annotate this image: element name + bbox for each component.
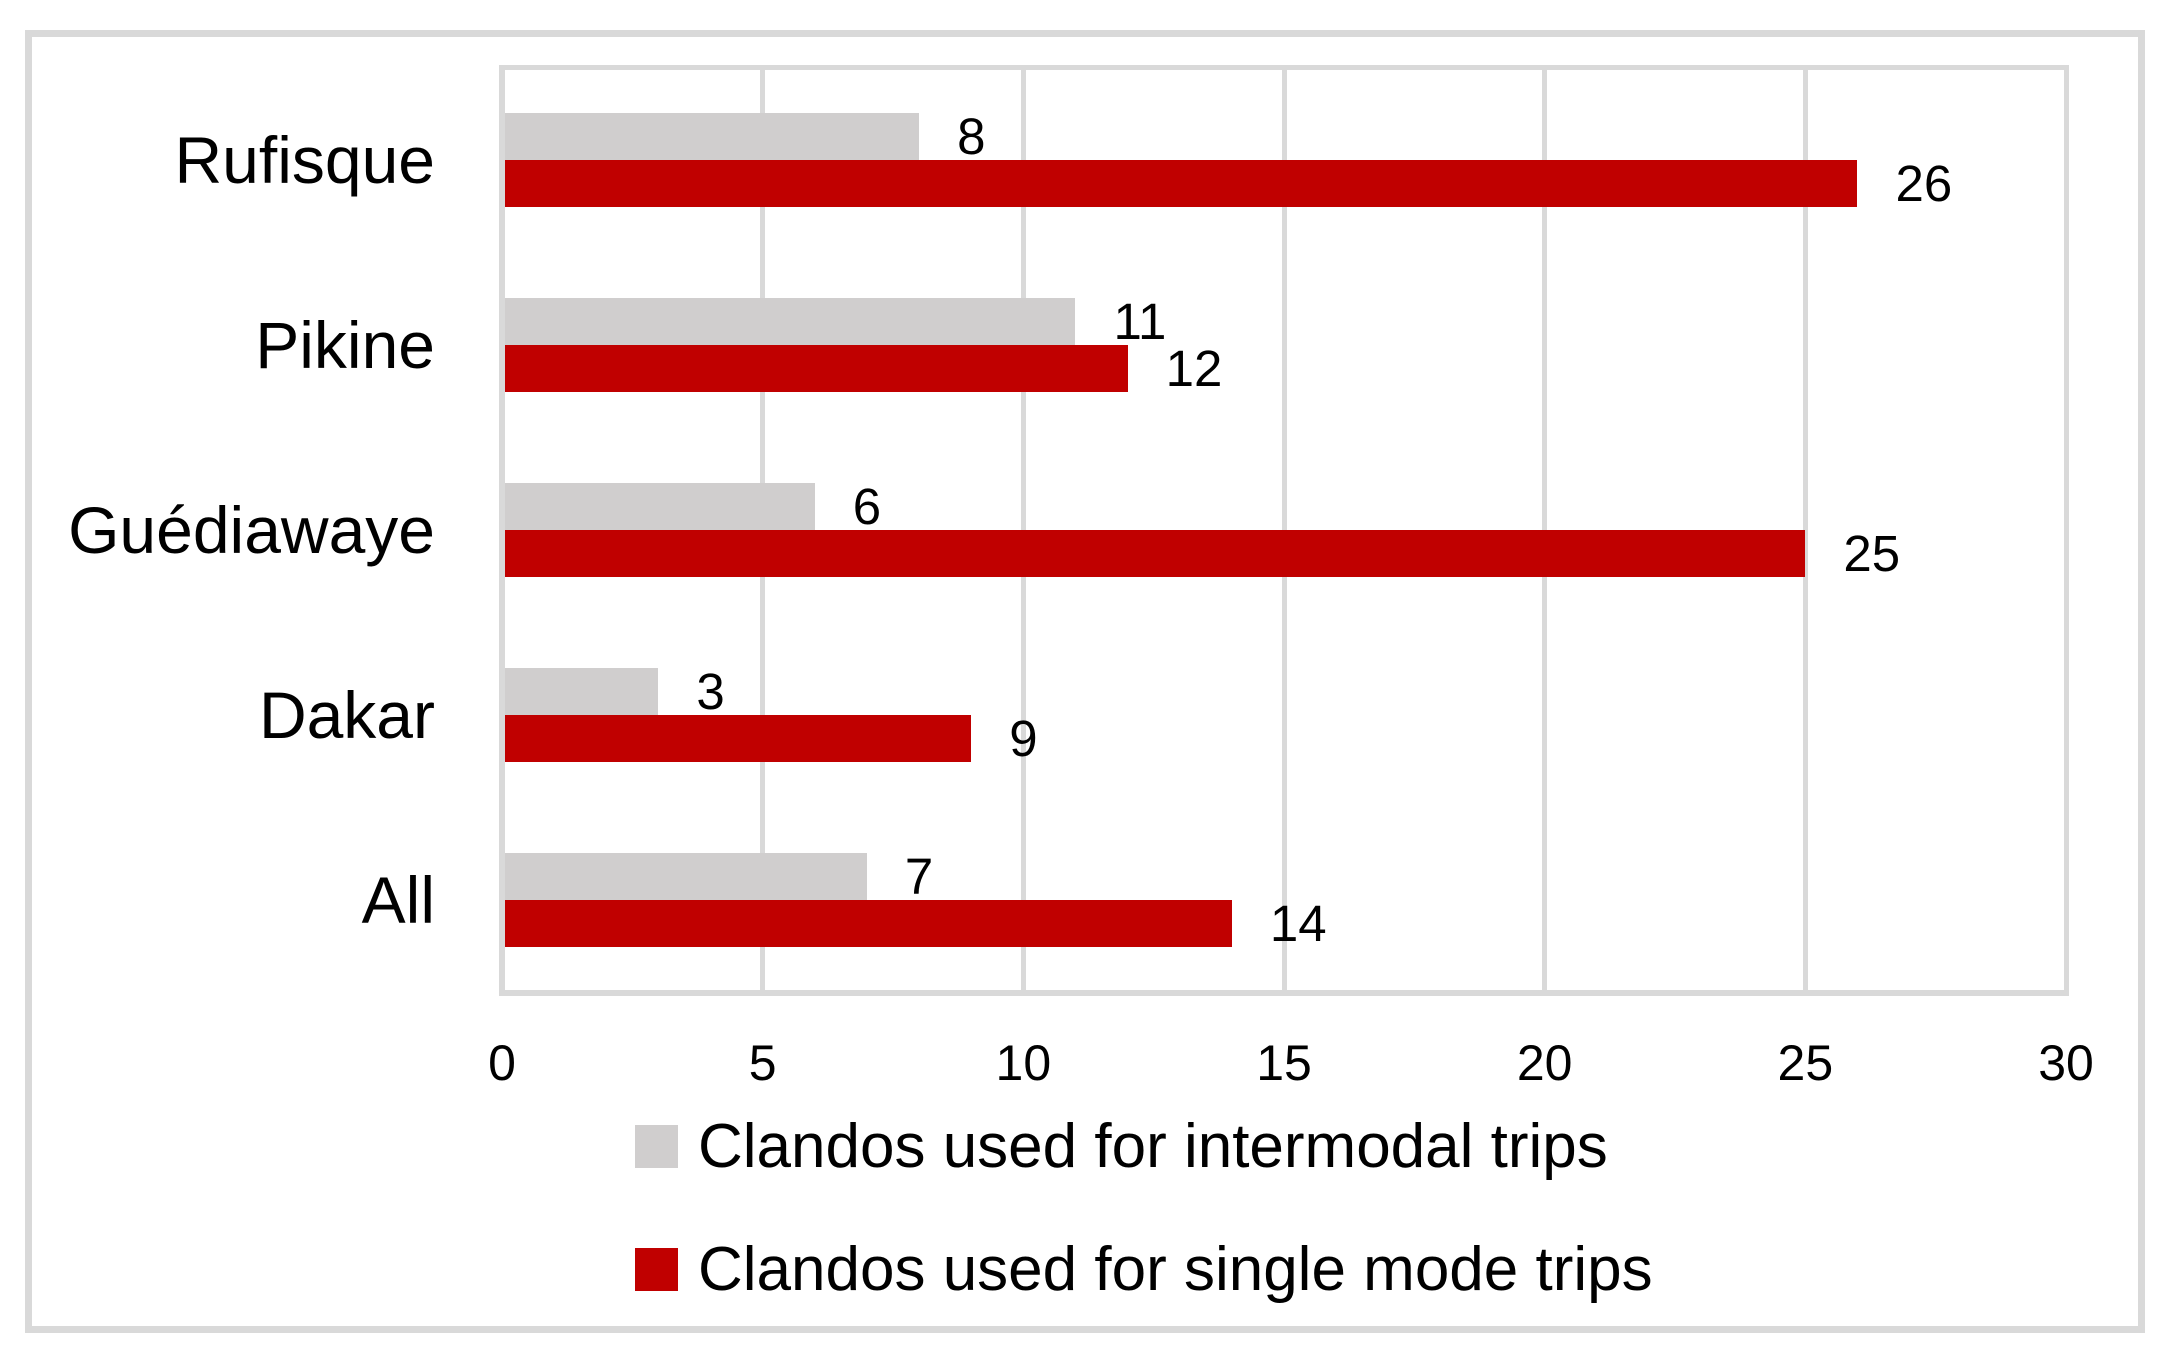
x-tick-label-5: 5: [748, 1035, 777, 1091]
legend-swatch-intermodal: [635, 1125, 678, 1168]
x-tick-label-0: 0: [488, 1035, 516, 1091]
legend-label-single-mode: Clandos used for single mode trips: [698, 1235, 1653, 1304]
x-tick-label-30: 30: [2038, 1035, 2094, 1091]
category-label-all: All: [361, 863, 435, 938]
data-label-intermodal-dakar: 3: [696, 663, 725, 721]
x-tick-label-20: 20: [1516, 1035, 1573, 1091]
data-label-single-mode-guediawaye: 25: [1843, 525, 1901, 582]
x-tick-label-10: 10: [995, 1035, 1052, 1091]
bar-intermodal-pikine: [505, 297, 1076, 345]
data-label-intermodal-pikine: 11: [1113, 292, 1167, 350]
x-tick-label-25: 25: [1777, 1035, 1834, 1091]
data-label-intermodal-guediawaye: 6: [852, 478, 882, 535]
data-label-single-mode-pikine: 12: [1165, 339, 1223, 397]
y-axis-line: [499, 67, 505, 993]
gridline-x-25: [1802, 67, 1808, 993]
bar-single-mode-pikine: [505, 344, 1128, 392]
legend: Clandos used for intermodal trips Clandos…: [635, 1112, 1653, 1354]
data-label-intermodal-rufisque: 8: [957, 107, 986, 165]
data-label-intermodal-all: 7: [904, 848, 934, 906]
data-label-single-mode-all: 14: [1269, 895, 1327, 953]
chart-outer-border: [25, 30, 2145, 1333]
legend-swatch-single-mode: [635, 1248, 678, 1291]
gridline-x-30: [2063, 67, 2069, 993]
data-label-single-mode-dakar: 9: [1009, 710, 1038, 768]
bar-single-mode-dakar: [505, 715, 972, 763]
plot-top-border: [499, 65, 2069, 70]
category-label-guediawaye: Guédiawaye: [68, 493, 435, 567]
data-label-single-mode-rufisque: 26: [1895, 154, 1953, 212]
legend-item-intermodal: Clandos used for intermodal trips: [635, 1112, 1653, 1181]
category-label-dakar: Dakar: [258, 678, 435, 753]
bar-intermodal-dakar: [505, 668, 659, 716]
bar-intermodal-all: [505, 853, 867, 901]
category-label-pikine: Pikine: [255, 307, 435, 382]
bar-single-mode-rufisque: [505, 159, 1858, 207]
legend-item-single-mode: Clandos used for single mode trips: [635, 1235, 1653, 1304]
bar-intermodal-rufisque: [505, 112, 920, 160]
x-tick-label-15: 15: [1256, 1035, 1312, 1091]
x-axis-line: [499, 990, 2069, 996]
bar-single-mode-guediawaye: [505, 530, 1806, 577]
category-label-rufisque: Rufisque: [174, 122, 436, 197]
bar-single-mode-all: [505, 900, 1232, 948]
legend-label-intermodal: Clandos used for intermodal trips: [698, 1112, 1608, 1181]
bar-intermodal-guediawaye: [505, 483, 815, 530]
